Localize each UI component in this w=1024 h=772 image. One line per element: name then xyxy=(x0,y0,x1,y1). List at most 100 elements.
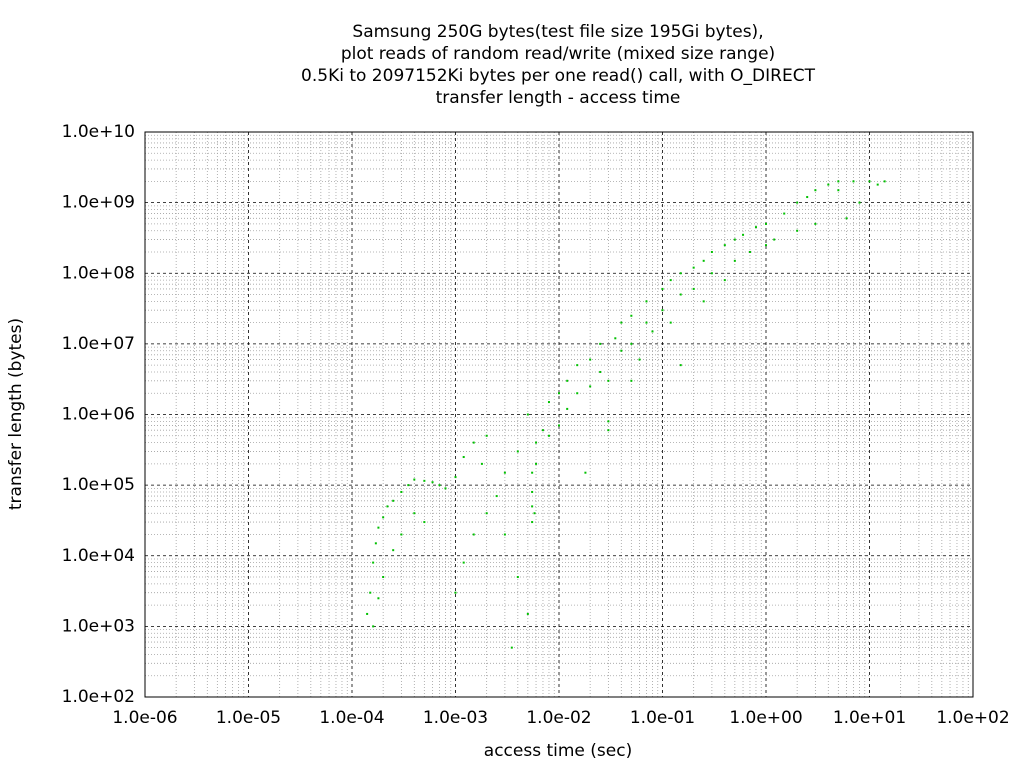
point xyxy=(531,521,534,524)
point xyxy=(589,385,592,388)
point xyxy=(679,293,682,296)
point xyxy=(702,300,705,303)
point xyxy=(645,300,648,303)
point xyxy=(480,462,483,465)
point xyxy=(765,222,767,225)
chart-title: transfer length - access time xyxy=(436,88,681,108)
point xyxy=(438,484,441,487)
point xyxy=(400,490,403,493)
x-tick-label: 1.0e-06 xyxy=(112,708,177,728)
point xyxy=(883,180,886,183)
point xyxy=(669,279,672,282)
point xyxy=(462,561,465,564)
point xyxy=(576,392,579,395)
x-tick-label: 1.0e-01 xyxy=(630,708,695,728)
point xyxy=(462,456,465,459)
point xyxy=(765,244,767,247)
point xyxy=(710,272,713,275)
x-tick-label: 1.0e-05 xyxy=(216,708,281,728)
point xyxy=(510,646,513,649)
point xyxy=(723,244,726,247)
point xyxy=(374,542,377,545)
point xyxy=(526,413,529,416)
point xyxy=(413,478,416,481)
point xyxy=(630,314,633,317)
point xyxy=(806,196,809,199)
point xyxy=(526,612,529,615)
y-tick-label: 1.0e+08 xyxy=(62,263,135,283)
x-tick-label: 1.0e+01 xyxy=(833,708,906,728)
point xyxy=(827,183,830,186)
point xyxy=(547,434,550,437)
point xyxy=(400,533,403,536)
point xyxy=(723,279,726,282)
y-tick-label: 1.0e+06 xyxy=(62,405,135,425)
y-tick-label: 1.0e+05 xyxy=(62,475,135,495)
point xyxy=(645,321,648,324)
point xyxy=(423,479,426,482)
chart-title: 0.5Ki to 2097152Ki bytes per one read() … xyxy=(301,66,816,86)
point xyxy=(607,420,610,423)
point xyxy=(620,321,623,324)
point xyxy=(423,521,426,524)
point xyxy=(620,349,623,352)
point xyxy=(584,471,587,474)
point xyxy=(876,183,879,186)
chart-title: plot reads of random read/write (mixed s… xyxy=(341,44,775,64)
y-tick-label: 1.0e+03 xyxy=(62,616,135,636)
plot-frame xyxy=(144,131,974,698)
point xyxy=(566,379,569,382)
point xyxy=(733,259,736,262)
point xyxy=(372,561,375,564)
point xyxy=(503,471,506,474)
point xyxy=(679,364,682,367)
y-tick-label: 1.0e+04 xyxy=(62,546,135,566)
point xyxy=(845,217,848,220)
point xyxy=(614,337,617,340)
point xyxy=(748,250,751,253)
point xyxy=(382,516,385,519)
point xyxy=(547,401,550,404)
point xyxy=(692,266,695,269)
y-tick-label: 1.0e+07 xyxy=(62,334,135,354)
x-tick-label: 1.0e+00 xyxy=(729,708,802,728)
point xyxy=(531,490,534,493)
point xyxy=(814,189,817,192)
x-tick-label: 1.0e-02 xyxy=(526,708,591,728)
point xyxy=(599,342,602,345)
point xyxy=(773,238,776,241)
point xyxy=(669,321,672,324)
point xyxy=(630,342,633,345)
point xyxy=(541,429,544,432)
point xyxy=(607,379,610,382)
x-tick-label: 1.0e-03 xyxy=(423,708,488,728)
point xyxy=(377,526,380,529)
point xyxy=(630,379,633,382)
point xyxy=(472,533,475,536)
point xyxy=(754,226,757,229)
point xyxy=(369,591,372,594)
point xyxy=(516,576,519,579)
point xyxy=(407,484,410,487)
point xyxy=(531,471,534,474)
point xyxy=(531,505,534,508)
point xyxy=(858,201,861,204)
point xyxy=(485,512,488,515)
point xyxy=(495,495,498,498)
point xyxy=(742,233,745,236)
point xyxy=(558,392,560,395)
point xyxy=(516,450,519,453)
point xyxy=(589,358,592,361)
x-axis-label: access time (sec) xyxy=(484,741,632,761)
point xyxy=(868,180,871,183)
point xyxy=(535,441,538,444)
point xyxy=(796,229,799,232)
point xyxy=(533,512,536,515)
point xyxy=(382,576,385,579)
point xyxy=(566,407,569,410)
point xyxy=(733,238,736,241)
point xyxy=(607,429,610,432)
point xyxy=(392,549,395,552)
